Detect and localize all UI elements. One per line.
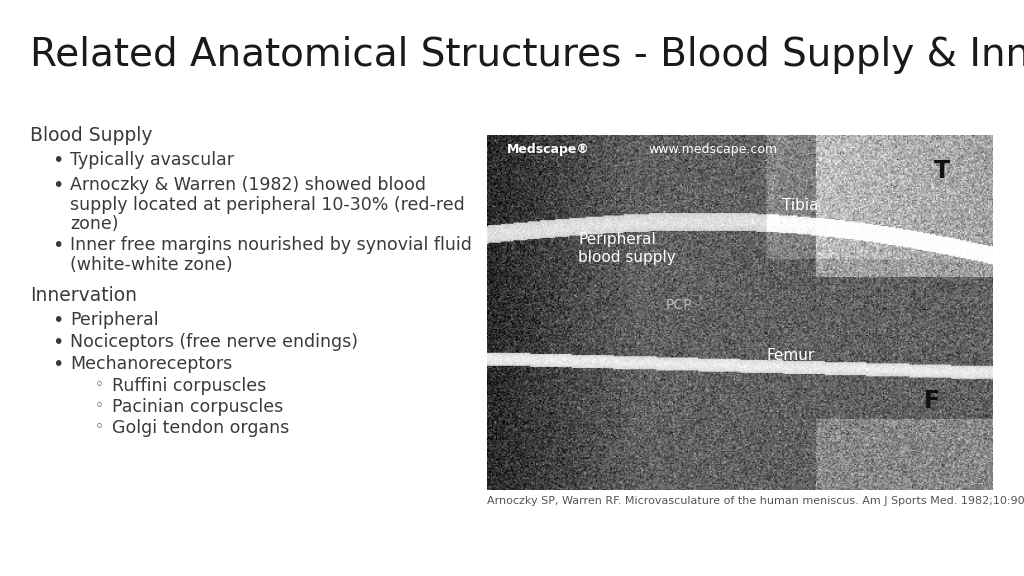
Text: ◦: ◦ (95, 398, 104, 413)
Text: Blood Supply: Blood Supply (30, 126, 153, 145)
Text: Ruffini corpuscles: Ruffini corpuscles (112, 377, 266, 395)
Text: Peripheral
blood supply: Peripheral blood supply (579, 232, 676, 266)
Text: Golgi tendon organs: Golgi tendon organs (112, 419, 289, 437)
Text: Nociceptors (free nerve endings): Nociceptors (free nerve endings) (70, 333, 358, 351)
Text: Peripheral: Peripheral (70, 311, 159, 329)
Text: Arnoczky & Warren (1982) showed blood: Arnoczky & Warren (1982) showed blood (70, 176, 426, 194)
Text: •: • (52, 355, 63, 374)
Text: Femur: Femur (767, 347, 815, 363)
Text: www.medscape.com: www.medscape.com (649, 142, 778, 156)
Text: •: • (52, 236, 63, 255)
Text: •: • (52, 176, 63, 195)
Text: Medscape®: Medscape® (507, 142, 590, 156)
Text: (white-white zone): (white-white zone) (70, 256, 232, 274)
Text: zone): zone) (70, 215, 119, 233)
Text: T: T (934, 158, 950, 183)
Text: Pacinian corpuscles: Pacinian corpuscles (112, 398, 284, 416)
Text: Arnoczky SP, Warren RF. Microvasculature of the human meniscus. Am J Sports Med.: Arnoczky SP, Warren RF. Microvasculature… (487, 496, 1024, 506)
Text: Related Anatomical Structures - Blood Supply & Innervation: Related Anatomical Structures - Blood Su… (30, 36, 1024, 74)
Text: •: • (52, 151, 63, 170)
Text: ◦: ◦ (95, 419, 104, 434)
Text: Inner free margins nourished by synovial fluid: Inner free margins nourished by synovial… (70, 236, 472, 254)
Text: Typically avascular: Typically avascular (70, 151, 234, 169)
Text: supply located at peripheral 10-30% (red-red: supply located at peripheral 10-30% (red… (70, 196, 465, 214)
Text: Mechanoreceptors: Mechanoreceptors (70, 355, 232, 373)
Text: PCP: PCP (666, 298, 692, 312)
Text: ◦: ◦ (95, 377, 104, 392)
Text: F: F (925, 389, 940, 413)
Text: •: • (52, 311, 63, 330)
Text: •: • (52, 333, 63, 352)
Text: Innervation: Innervation (30, 286, 137, 305)
Text: Tibia: Tibia (782, 199, 819, 214)
